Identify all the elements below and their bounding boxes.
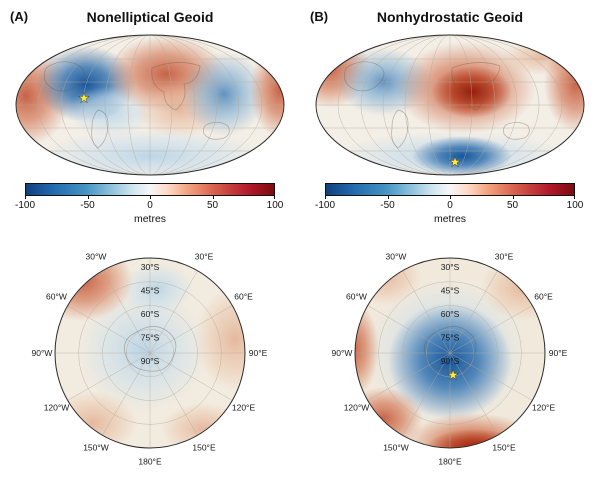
colorbar-b: -100 -50 0 50 100 metres — [315, 183, 583, 229]
tick-mark — [87, 196, 89, 199]
tick-label: -50 — [80, 200, 95, 211]
lat-label: 60°S — [441, 309, 460, 319]
colorbar-unit-label: metres — [433, 213, 467, 225]
tick-label: 0 — [447, 200, 453, 211]
tick-mark — [512, 196, 514, 199]
map-outline — [15, 34, 285, 176]
tick-mark — [450, 196, 451, 199]
panel-a-header: (A) Nonelliptical Geoid — [0, 6, 300, 30]
lat-label: 45°S — [141, 286, 160, 296]
panel-b-title: Nonhydrostatic Geoid — [376, 9, 524, 25]
lat-label: 75°S — [141, 333, 160, 343]
panel-a-title: Nonelliptical Geoid — [86, 9, 214, 25]
tick-mark — [574, 196, 575, 199]
lon-label: 180°E — [138, 457, 162, 467]
panel-a: (A) Nonelliptical Geoid — [0, 6, 300, 500]
tick-mark — [25, 196, 26, 199]
lon-label: 120°E — [232, 403, 256, 413]
lon-label: 60°W — [346, 292, 367, 302]
lon-label: 90°E — [249, 348, 268, 358]
lat-label: 60°S — [141, 309, 160, 319]
lat-label: 75°S — [441, 333, 460, 343]
tick-label: -100 — [14, 200, 36, 211]
polar-a-labels: 30°W 60°W 90°W 120°W 150°W 30°E 60°E 90°… — [32, 252, 268, 467]
lat-label: 90°S — [141, 356, 160, 366]
antarctica-outline — [424, 326, 477, 372]
colorbar-gradient — [25, 183, 275, 196]
polar-outline — [54, 257, 246, 449]
colorbar-ticks: -100 -50 0 50 100 — [15, 200, 283, 212]
tick-label: 0 — [147, 200, 153, 211]
graticule — [316, 35, 584, 175]
lon-label: 150°W — [83, 443, 109, 453]
polar-map-a: 30°W 60°W 90°W 120°W 150°W 30°E 60°E 90°… — [32, 252, 268, 467]
lon-label: 30°W — [86, 252, 107, 262]
lon-label: 150°W — [383, 443, 409, 453]
lon-label: 60°W — [46, 292, 67, 302]
lon-label: 90°W — [32, 348, 53, 358]
coastlines — [343, 61, 530, 149]
tick-label: 50 — [506, 200, 519, 211]
polar-map-b: ★ 30°W 60°W 90°W 120°W 150°W 30°E 60°E 9… — [332, 252, 568, 467]
panel-b-label: (B) — [310, 9, 329, 24]
coastlines — [43, 61, 230, 149]
tick-label: 100 — [266, 200, 284, 211]
colorbar-ticks: -100 -50 0 50 100 — [315, 200, 583, 212]
tick-label: 50 — [206, 200, 219, 211]
lon-label: 30°E — [195, 252, 214, 262]
polar-graticule — [55, 258, 245, 448]
lat-label: 90°S — [441, 356, 460, 366]
tick-mark — [325, 196, 326, 199]
tick-mark — [150, 196, 151, 199]
panel-a-label: (A) — [10, 9, 29, 24]
tick-mark — [387, 196, 389, 199]
polar-b-labels: 30°W 60°W 90°W 120°W 150°W 30°E 60°E 90°… — [332, 252, 568, 467]
panel-b: (B) Nonhydrostatic Geoid — [300, 6, 600, 500]
lon-label: 30°E — [495, 252, 514, 262]
lon-label: 150°E — [492, 443, 516, 453]
star-marker: ★ — [450, 155, 461, 169]
polar-outline — [354, 257, 546, 449]
antarctica-outline — [124, 326, 177, 372]
panel-b-header: (B) Nonhydrostatic Geoid — [300, 6, 600, 30]
tick-label: -50 — [380, 200, 395, 211]
colorbar-unit-label: metres — [133, 213, 167, 225]
star-marker: ★ — [79, 91, 90, 105]
lat-label: 30°S — [141, 262, 160, 272]
lon-label: 60°E — [234, 292, 253, 302]
lat-label: 30°S — [441, 262, 460, 272]
lon-label: 30°W — [386, 252, 407, 262]
graticule — [16, 35, 284, 175]
star-marker: ★ — [448, 368, 459, 382]
lon-label: 180°E — [438, 457, 462, 467]
colorbar-a: -100 -50 0 50 100 metres — [15, 183, 283, 229]
map-outline — [315, 34, 585, 176]
lon-label: 90°W — [332, 348, 353, 358]
lon-label: 120°E — [532, 403, 556, 413]
tick-mark — [212, 196, 214, 199]
lon-label: 60°E — [534, 292, 553, 302]
lon-label: 120°W — [44, 403, 70, 413]
tick-mark — [274, 196, 275, 199]
lon-label: 120°W — [344, 403, 370, 413]
lon-label: 150°E — [192, 443, 216, 453]
polar-graticule — [355, 258, 545, 448]
tick-label: -100 — [314, 200, 336, 211]
tick-label: 100 — [566, 200, 584, 211]
lon-label: 90°E — [549, 348, 568, 358]
mollweide-map-b: ★ — [315, 34, 585, 176]
mollweide-map-a: ★ — [15, 34, 285, 176]
lat-label: 45°S — [441, 286, 460, 296]
mollweide-a-field — [16, 35, 284, 175]
colorbar-gradient — [325, 183, 575, 196]
